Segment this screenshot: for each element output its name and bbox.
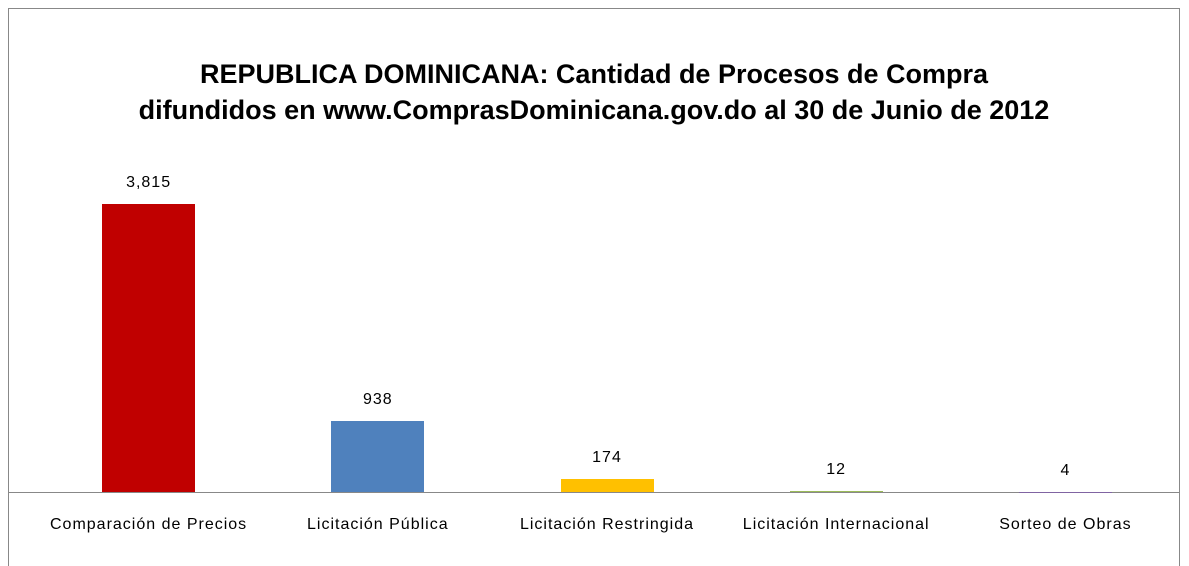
value-label: 938 xyxy=(362,391,393,409)
value-label: 174 xyxy=(592,448,622,466)
bar xyxy=(1018,491,1112,493)
bar xyxy=(102,204,196,492)
value-label: 12 xyxy=(826,461,847,479)
value-label: 3,815 xyxy=(126,174,172,191)
chart-title: REPUBLICA DOMINICANA: Cantidad de Proces… xyxy=(138,59,1050,125)
value-label: 4 xyxy=(1060,461,1071,479)
x-tick-label: Licitación Pública xyxy=(306,516,449,533)
bar xyxy=(560,478,654,492)
bar xyxy=(331,421,425,492)
chart-frame xyxy=(8,8,1180,566)
x-tick-label: Licitación Internacional xyxy=(742,516,930,533)
bar xyxy=(789,491,883,493)
x-tick-label: Comparación de Precios xyxy=(49,516,248,533)
x-tick-label: Sorteo de Obras xyxy=(999,516,1132,533)
baseline xyxy=(8,492,1180,493)
x-tick-label: Licitación Restringida xyxy=(519,516,695,533)
